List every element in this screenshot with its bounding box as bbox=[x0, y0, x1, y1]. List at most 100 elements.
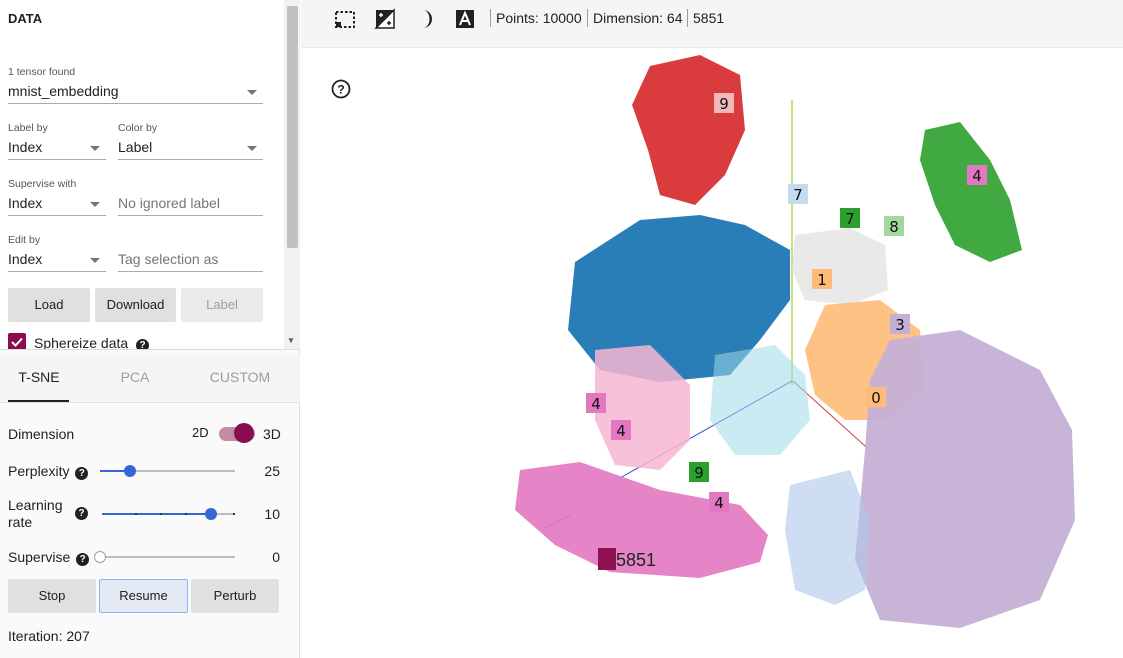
tab-tsne[interactable]: T-SNE bbox=[18, 369, 60, 385]
tensor-select[interactable]: 1 tensor found mnist_embedding bbox=[8, 66, 263, 104]
digit-sprite-glyph: 7 bbox=[793, 186, 803, 204]
supervise-label-text: Supervise bbox=[8, 549, 71, 565]
edit-by-label: Edit by bbox=[8, 234, 41, 246]
learning-rate-slider[interactable] bbox=[102, 508, 235, 520]
scroll-down-arrow-icon[interactable]: ▼ bbox=[287, 336, 295, 345]
select-rectangle-icon[interactable] bbox=[334, 8, 356, 30]
cluster-digit-0[interactable] bbox=[568, 215, 790, 382]
dimension-count: Dimension: 64 bbox=[593, 10, 683, 26]
dimension-label: Dimension bbox=[8, 426, 75, 442]
sphereize-checkbox[interactable] bbox=[8, 333, 26, 349]
help-icon[interactable]: ? bbox=[136, 339, 150, 349]
labels-icon[interactable] bbox=[454, 8, 476, 30]
data-panel-scrollbar-thumb[interactable] bbox=[287, 6, 298, 248]
perturb-button[interactable]: Perturb bbox=[191, 579, 279, 613]
cluster-digit-7[interactable] bbox=[785, 470, 870, 605]
cluster-digit-2[interactable] bbox=[632, 55, 745, 205]
digit-sprite-glyph: 0 bbox=[871, 389, 881, 407]
digit-sprite[interactable] bbox=[611, 420, 631, 440]
cluster-digit-5[interactable] bbox=[710, 345, 810, 455]
supervise-with-select[interactable]: Supervise with Index bbox=[8, 178, 106, 216]
tab-indicator bbox=[8, 400, 69, 402]
digit-sprite-glyph: 9 bbox=[694, 464, 704, 482]
chevron-down-icon bbox=[247, 146, 257, 151]
projection-tabs: T-SNE PCA CUSTOM bbox=[0, 355, 300, 403]
ignored-label-placeholder: No ignored label bbox=[118, 195, 220, 211]
help-icon[interactable]: ? bbox=[76, 553, 90, 566]
digit-sprite-glyph: 4 bbox=[972, 167, 982, 185]
tag-selection-input[interactable]: Tag selection as bbox=[118, 234, 263, 272]
digit-sprite-glyph: 4 bbox=[616, 422, 626, 440]
moon-icon[interactable] bbox=[414, 8, 436, 30]
label-by-value: Index bbox=[8, 139, 43, 155]
learning-rate-slider-knob[interactable] bbox=[205, 508, 218, 520]
digit-sprite[interactable] bbox=[709, 492, 729, 512]
resume-button[interactable]: Resume bbox=[99, 579, 188, 613]
night-mode-icon[interactable] bbox=[374, 8, 396, 30]
digit-sprite[interactable] bbox=[689, 462, 709, 482]
edit-by-select[interactable]: Edit by Index bbox=[8, 234, 106, 272]
cluster-digit-9[interactable] bbox=[792, 228, 888, 305]
learning-rate-label-line1: Learning bbox=[8, 497, 63, 513]
help-icon[interactable]: ? bbox=[75, 467, 89, 480]
label-button[interactable]: Label bbox=[181, 288, 263, 322]
digit-sprite[interactable] bbox=[884, 216, 904, 236]
supervise-with-value: Index bbox=[8, 195, 43, 211]
digit-sprite-glyph: 4 bbox=[591, 395, 601, 413]
points-count: Points: 10000 bbox=[496, 10, 582, 26]
digit-sprite[interactable] bbox=[866, 387, 886, 407]
digit-sprite-glyph: 1 bbox=[817, 271, 827, 289]
digit-sprite[interactable] bbox=[812, 269, 832, 289]
selected-point-label: 5851 bbox=[616, 550, 656, 570]
color-by-value: Label bbox=[118, 139, 153, 155]
dimension-toggle-knob[interactable] bbox=[234, 423, 254, 443]
supervise-slider-knob[interactable] bbox=[94, 551, 106, 563]
download-button[interactable]: Download bbox=[95, 288, 176, 322]
digit-sprite-glyph: 8 bbox=[889, 218, 899, 236]
chevron-down-icon bbox=[90, 146, 100, 151]
dimension-3d-label: 3D bbox=[263, 426, 281, 442]
supervise-value: 0 bbox=[272, 549, 280, 565]
ignored-label-input[interactable]: No ignored label bbox=[118, 178, 263, 216]
digit-sprite[interactable] bbox=[840, 208, 860, 228]
chevron-down-icon bbox=[90, 258, 100, 263]
perplexity-slider-knob[interactable] bbox=[123, 465, 136, 477]
digit-sprite[interactable] bbox=[788, 184, 808, 204]
stop-button[interactable]: Stop bbox=[8, 579, 96, 613]
help-icon[interactable]: ? bbox=[75, 507, 88, 520]
color-by-select[interactable]: Color by Label bbox=[118, 122, 263, 160]
tensor-select-label: 1 tensor found bbox=[8, 66, 76, 78]
cluster-digit-3[interactable] bbox=[855, 330, 1075, 628]
perplexity-label: Perplexity ? bbox=[8, 463, 89, 480]
digit-sprite[interactable] bbox=[890, 314, 910, 334]
help-icon[interactable]: ? bbox=[331, 79, 351, 99]
perplexity-label-text: Perplexity bbox=[8, 463, 70, 479]
svg-text:?: ? bbox=[337, 83, 344, 97]
digit-sprite-glyph: 7 bbox=[845, 210, 855, 228]
supervise-with-label: Supervise with bbox=[8, 178, 77, 190]
perplexity-slider[interactable] bbox=[100, 465, 235, 477]
edit-by-value: Index bbox=[8, 251, 43, 267]
learning-rate-value: 10 bbox=[264, 506, 280, 522]
learning-rate-label: Learning rate bbox=[8, 497, 63, 531]
data-panel-title: DATA bbox=[8, 11, 43, 26]
digit-sprite-glyph: 4 bbox=[714, 494, 724, 512]
label-by-select[interactable]: Label by Index bbox=[8, 122, 106, 160]
cluster-digit-8[interactable] bbox=[920, 122, 1022, 262]
cluster-digit-4[interactable] bbox=[515, 462, 768, 578]
iteration-count: Iteration: 207 bbox=[8, 628, 90, 644]
tab-pca[interactable]: PCA bbox=[120, 369, 150, 385]
digit-sprite[interactable] bbox=[714, 93, 734, 113]
supervise-slider[interactable] bbox=[94, 551, 235, 563]
dimension-2d-label: 2D bbox=[192, 425, 209, 440]
digit-sprite[interactable] bbox=[586, 393, 606, 413]
selected-point-marker[interactable] bbox=[598, 548, 616, 570]
tensor-select-value: mnist_embedding bbox=[8, 83, 119, 99]
tab-custom[interactable]: CUSTOM bbox=[209, 369, 271, 385]
digit-sprite[interactable] bbox=[967, 165, 987, 185]
chevron-down-icon bbox=[247, 90, 257, 95]
load-button[interactable]: Load bbox=[8, 288, 90, 322]
